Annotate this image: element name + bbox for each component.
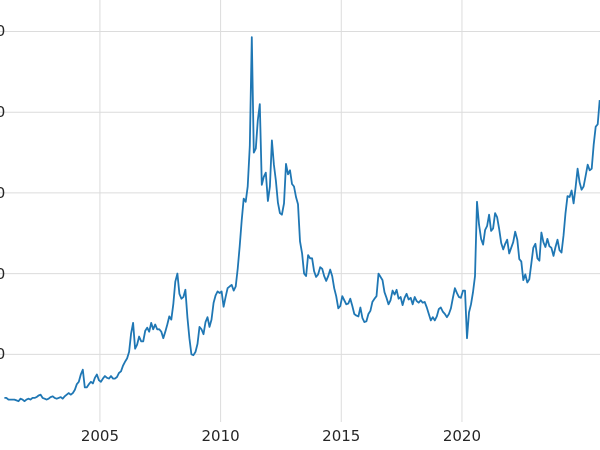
x-tick-label: 2020 bbox=[442, 427, 482, 445]
x-tick-label: 2015 bbox=[322, 427, 361, 445]
x-tick-label: 2010 bbox=[201, 427, 240, 445]
y-tick-label: 20 bbox=[0, 264, 6, 283]
y-tick-label: 30 bbox=[0, 183, 6, 202]
y-tick-label: 40 bbox=[0, 103, 6, 122]
y-tick-label: 50 bbox=[0, 22, 6, 41]
x-tick-label: 2005 bbox=[80, 427, 119, 445]
y-tick-label: 10 bbox=[0, 345, 6, 364]
